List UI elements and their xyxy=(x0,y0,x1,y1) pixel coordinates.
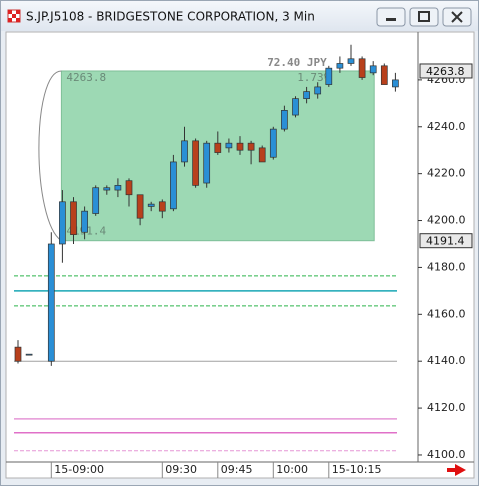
candle-body xyxy=(269,128,277,158)
measure-connector xyxy=(38,70,62,242)
candle-body xyxy=(247,142,255,151)
candle-body xyxy=(347,58,355,64)
candle-body xyxy=(358,58,366,78)
price-tag-label: 4191.4 xyxy=(426,235,465,248)
y-tick-label: 4120.0 xyxy=(427,401,466,414)
candle-body xyxy=(92,187,100,214)
x-tick-label: 09:45 xyxy=(221,463,253,476)
y-tick-label: 4180.0 xyxy=(427,260,466,273)
candle-body xyxy=(214,142,222,153)
maximize-button[interactable] xyxy=(409,7,439,27)
minimize-button[interactable] xyxy=(376,7,406,27)
candle-body xyxy=(369,65,377,74)
candle-body xyxy=(14,346,22,362)
candle-body xyxy=(314,86,322,95)
y-tick-label: 4240.0 xyxy=(427,120,466,133)
candle-body xyxy=(203,142,211,184)
candle-body xyxy=(81,210,88,233)
candle-body xyxy=(181,140,188,163)
candle-body xyxy=(125,180,133,196)
candle-body xyxy=(114,185,122,191)
candle-body xyxy=(59,201,66,245)
candle-body xyxy=(281,110,288,130)
y-tick-label: 4200.0 xyxy=(427,214,466,227)
y-tick-label: 4140.0 xyxy=(427,354,466,367)
candle-body xyxy=(325,67,333,85)
close-button[interactable] xyxy=(442,7,472,27)
candle-body xyxy=(170,161,177,210)
scroll-right-button[interactable] xyxy=(447,464,466,476)
candle-body xyxy=(236,142,244,151)
window-title: S.JP.J5108 - BRIDGESTONE CORPORATION, 3 … xyxy=(26,10,315,24)
candle-body xyxy=(303,91,310,99)
x-tick-label: 15-10:15 xyxy=(332,463,382,476)
x-tick-label: 10:00 xyxy=(276,463,308,476)
candle-body xyxy=(258,147,266,163)
y-tick-label: 4160.0 xyxy=(427,307,466,320)
candle-body xyxy=(103,187,111,191)
candle-body xyxy=(336,63,344,69)
candle-body xyxy=(392,79,399,88)
x-tick-label: 15-09:00 xyxy=(54,463,104,476)
y-tick-label: 4220.0 xyxy=(427,167,466,180)
candle-body xyxy=(147,203,155,207)
candle-body xyxy=(292,98,299,116)
y-tick-label: 4100.0 xyxy=(427,448,466,461)
candle-body xyxy=(192,140,199,186)
candle-body xyxy=(136,194,144,219)
candle-body xyxy=(70,201,77,235)
price-tag xyxy=(419,233,473,249)
measure-high-label: 4263.8 xyxy=(66,71,106,84)
plot: 4263.8 4191.4 72.40 JPY 1.73% 4100.0 4120.0 41… xyxy=(14,44,473,478)
candle-body xyxy=(47,243,55,362)
candle-body xyxy=(158,201,166,212)
measure-percent-label: 1.73% xyxy=(297,71,330,84)
measure-box xyxy=(60,70,375,242)
candle-body xyxy=(225,142,233,149)
app-icon xyxy=(7,9,21,23)
price-tag-label: 4263.8 xyxy=(426,65,465,78)
measure-change-label: 72.40 JPY xyxy=(267,56,327,69)
price-tag xyxy=(419,63,473,79)
candle-body xyxy=(380,65,388,85)
x-tick-label: 09:30 xyxy=(165,463,197,476)
candle-body xyxy=(25,353,33,356)
